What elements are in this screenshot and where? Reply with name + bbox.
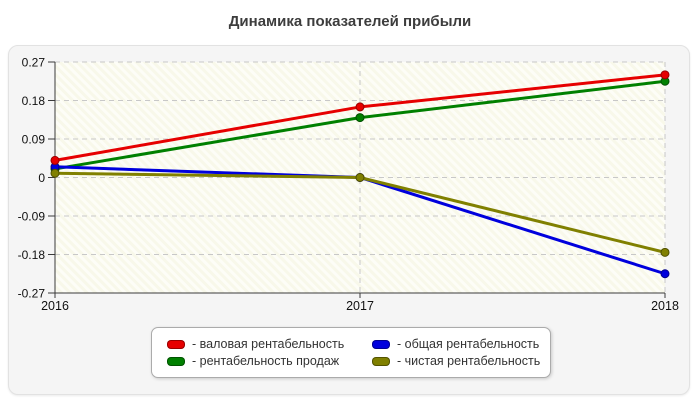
series-валовая-рентабельность [50, 70, 670, 165]
legend-label: - рентабельность продаж [192, 354, 340, 368]
data-point [355, 102, 365, 112]
legend-label: - общая рентабельность [397, 337, 540, 351]
data-point [660, 247, 670, 257]
x-tick-label: 2016 [41, 299, 69, 313]
y-tick-label: -0.18 [18, 248, 46, 262]
legend-item-sales-profitability: - рентабельность продаж [167, 354, 372, 368]
legend-label: - валовая рентабельность [192, 337, 345, 351]
chart-legend: - валовая рентабельность - общая рентабе… [151, 327, 551, 378]
legend-label: - чистая рентабельность [397, 354, 541, 368]
legend-item-gross-profitability: - валовая рентабельность [167, 337, 372, 351]
data-point [660, 70, 670, 80]
y-tick-label: 0 [38, 171, 45, 185]
data-point [50, 168, 60, 178]
y-tick-label: -0.09 [18, 210, 46, 224]
legend-item-overall-profitability: - общая рентабельность [372, 337, 540, 351]
y-tick-label: -0.27 [18, 287, 46, 301]
legend-swatch-olive [372, 356, 390, 366]
legend-swatch-blue [372, 339, 390, 349]
gridlines [55, 61, 666, 293]
x-tick-label: 2017 [346, 299, 374, 313]
legend-swatch-red [167, 339, 185, 349]
data-point [660, 269, 670, 279]
data-point [355, 173, 365, 182]
x-axis-labels: 2016 2017 2018 [41, 299, 679, 313]
legend-swatch-green [167, 356, 185, 366]
legend-item-net-profitability: - чистая рентабельность [372, 354, 540, 368]
series-рентабельность-продаж [50, 76, 670, 174]
x-tick-label: 2018 [651, 299, 679, 313]
y-axis-labels: 0.27 0.18 0.09 0 -0.09 -0.18 -0.27 [18, 56, 46, 301]
series-чистая-рентабельность [50, 168, 670, 257]
data-point [355, 113, 365, 123]
y-tick-label: 0.27 [22, 56, 46, 70]
y-tick-label: 0.09 [22, 133, 46, 147]
y-tick-label: 0.18 [22, 94, 46, 108]
data-point [50, 155, 60, 165]
page-title: Динамика показателей прибыли [228, 13, 472, 30]
